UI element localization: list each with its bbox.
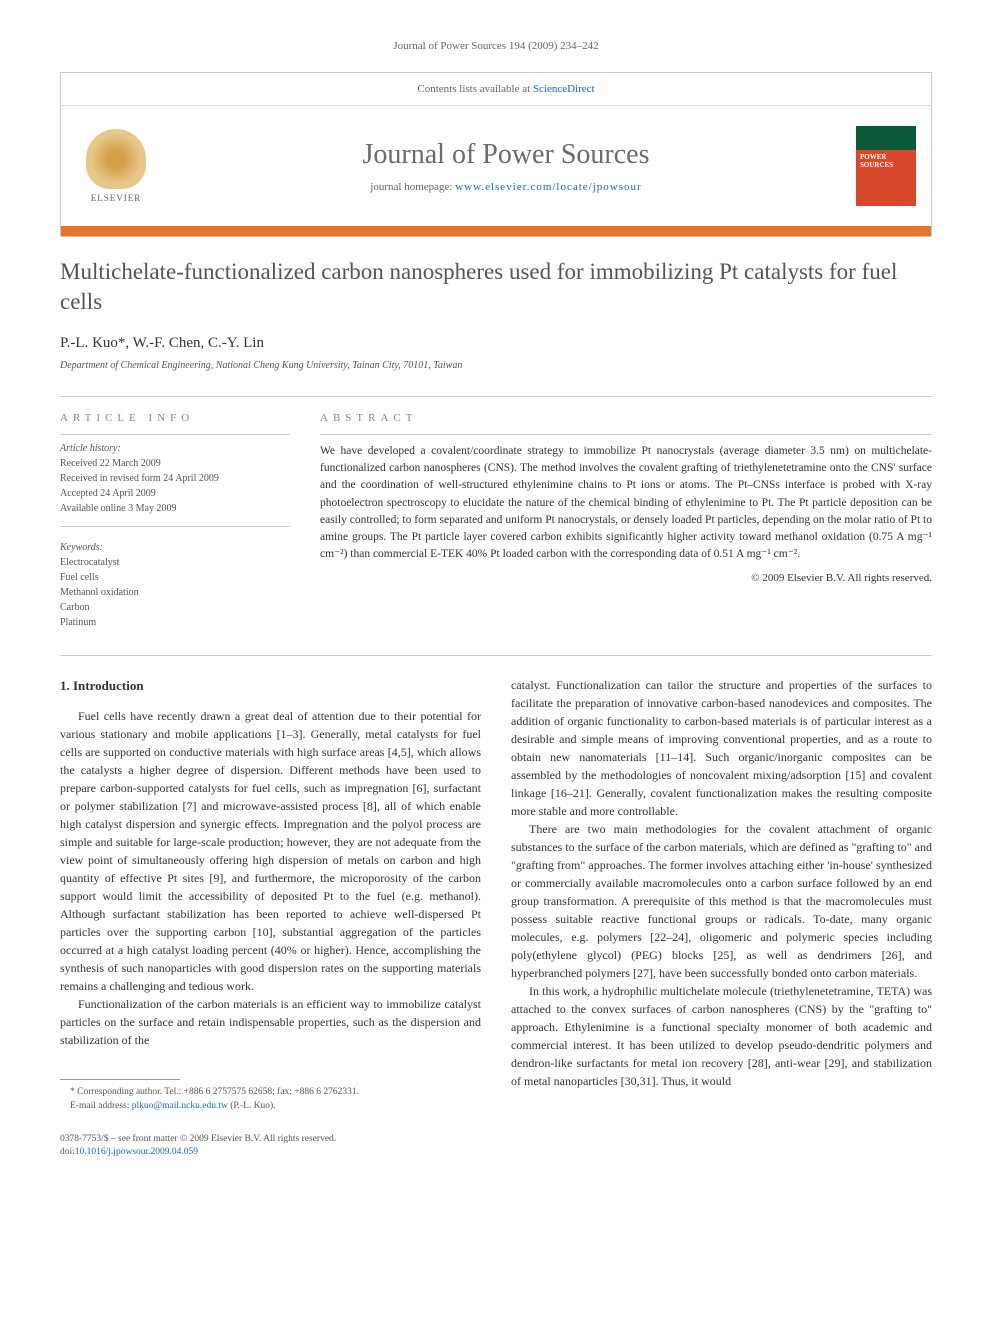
doi-link[interactable]: 10.1016/j.jpowsour.2009.04.059 xyxy=(75,1147,198,1157)
publisher-name: ELSEVIER xyxy=(91,193,142,203)
body-paragraph: There are two main methodologies for the… xyxy=(511,820,932,982)
abstract-text: We have developed a covalent/coordinate … xyxy=(320,443,932,564)
abstract-copyright: © 2009 Elsevier B.V. All rights reserved… xyxy=(320,572,932,584)
accepted-date: Accepted 24 April 2009 xyxy=(60,486,290,501)
section-heading-introduction: 1. Introduction xyxy=(60,676,481,696)
homepage-label: journal homepage: xyxy=(370,181,455,193)
journal-cover-title: POWER SOURCES xyxy=(860,154,916,169)
body-paragraph: In this work, a hydrophilic multichelate… xyxy=(511,982,932,1090)
keyword: Electrocatalyst xyxy=(60,555,290,570)
elsevier-logo: ELSEVIER xyxy=(76,121,156,211)
author-email-link[interactable]: plkuo@mail.ncku.edu.tw xyxy=(132,1101,228,1111)
journal-name: Journal of Power Sources xyxy=(156,139,856,171)
body-column-right: catalyst. Functionalization can tailor t… xyxy=(511,676,932,1113)
orange-divider-bar xyxy=(61,226,931,236)
keywords-label: Keywords: xyxy=(60,542,290,553)
body-column-left: 1. Introduction Fuel cells have recently… xyxy=(60,676,481,1113)
page-footer: 0378-7753/$ – see front matter © 2009 El… xyxy=(60,1133,932,1160)
body-paragraph: Functionalization of the carbon material… xyxy=(60,995,481,1049)
journal-cover-thumbnail: POWER SOURCES xyxy=(856,126,916,206)
body-paragraph: catalyst. Functionalization can tailor t… xyxy=(511,676,932,820)
revised-date: Received in revised form 24 April 2009 xyxy=(60,471,290,486)
article-title: Multichelate-functionalized carbon nanos… xyxy=(60,257,932,317)
contents-list-line: Contents lists available at ScienceDirec… xyxy=(156,83,856,95)
body-paragraph: Fuel cells have recently drawn a great d… xyxy=(60,707,481,995)
abstract-block: ABSTRACT We have developed a covalent/co… xyxy=(320,412,932,630)
history-label: Article history: xyxy=(60,443,290,454)
divider xyxy=(60,655,932,656)
running-head: Journal of Power Sources 194 (2009) 234–… xyxy=(60,40,932,52)
authors-line: P.-L. Kuo*, W.-F. Chen, C.-Y. Lin xyxy=(60,335,932,352)
keyword: Platinum xyxy=(60,615,290,630)
online-date: Available online 3 May 2009 xyxy=(60,501,290,516)
journal-homepage-line: journal homepage: www.elsevier.com/locat… xyxy=(156,181,856,193)
keyword: Methanol oxidation xyxy=(60,585,290,600)
received-date: Received 22 March 2009 xyxy=(60,456,290,471)
footnote-divider xyxy=(60,1079,180,1080)
email-label: E-mail address: xyxy=(70,1101,132,1111)
keyword: Carbon xyxy=(60,600,290,615)
article-info-heading: ARTICLE INFO xyxy=(60,412,290,424)
sciencedirect-link[interactable]: ScienceDirect xyxy=(533,83,595,95)
divider xyxy=(60,396,932,397)
homepage-link[interactable]: www.elsevier.com/locate/jpowsour xyxy=(455,181,641,193)
corresponding-author-footnote: * Corresponding author. Tel.: +886 6 275… xyxy=(60,1086,481,1099)
keyword: Fuel cells xyxy=(60,570,290,585)
abstract-heading: ABSTRACT xyxy=(320,412,932,424)
elsevier-tree-icon xyxy=(86,129,146,189)
doi-label: doi: xyxy=(60,1147,75,1157)
email-footnote: E-mail address: plkuo@mail.ncku.edu.tw (… xyxy=(60,1100,481,1113)
issn-line: 0378-7753/$ – see front matter © 2009 El… xyxy=(60,1133,932,1146)
affiliation-line: Department of Chemical Engineering, Nati… xyxy=(60,360,932,371)
email-suffix: (P.-L. Kuo). xyxy=(228,1101,276,1111)
journal-header-box: Contents lists available at ScienceDirec… xyxy=(60,72,932,237)
article-info-block: ARTICLE INFO Article history: Received 2… xyxy=(60,412,290,630)
contents-text: Contents lists available at xyxy=(417,83,532,95)
